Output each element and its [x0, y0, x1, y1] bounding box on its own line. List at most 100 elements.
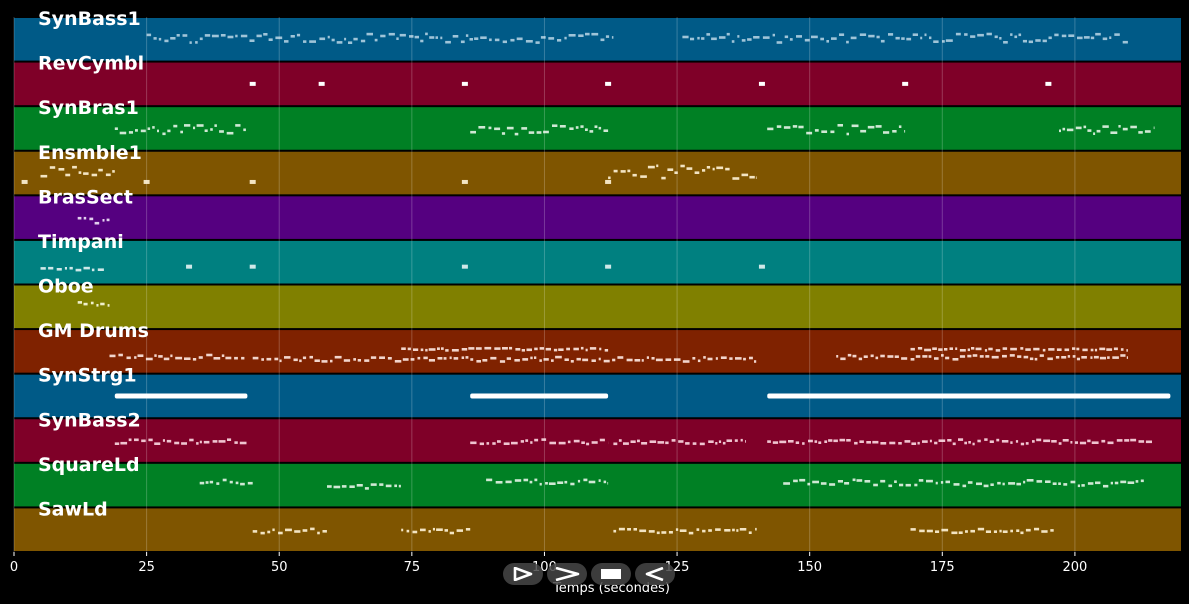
note — [859, 33, 867, 36]
note — [934, 357, 939, 360]
note-hit — [461, 264, 468, 269]
note — [502, 40, 507, 44]
note — [401, 347, 406, 350]
note — [1093, 355, 1099, 359]
note — [267, 530, 271, 534]
note — [1042, 348, 1046, 352]
note — [294, 530, 301, 533]
note — [170, 354, 173, 358]
note — [564, 36, 567, 40]
note — [1062, 439, 1069, 442]
note — [806, 131, 813, 135]
note — [83, 266, 90, 270]
note — [846, 132, 849, 136]
note — [1002, 354, 1007, 358]
note — [661, 531, 667, 534]
note — [888, 33, 894, 36]
note — [199, 481, 205, 485]
note — [938, 348, 943, 351]
note — [945, 39, 953, 42]
note — [1077, 484, 1080, 488]
track-background — [14, 107, 1181, 150]
note — [189, 41, 192, 44]
note — [114, 127, 118, 130]
note — [591, 441, 598, 444]
note — [119, 131, 127, 135]
note — [174, 441, 180, 445]
note — [557, 39, 562, 42]
note — [779, 440, 787, 444]
note — [302, 356, 307, 360]
note — [428, 359, 435, 362]
note — [83, 216, 87, 220]
note — [912, 33, 918, 36]
note — [665, 441, 669, 445]
note — [1083, 36, 1090, 39]
note — [875, 125, 882, 128]
stop-button[interactable] — [591, 563, 631, 585]
note — [360, 39, 366, 43]
note — [83, 302, 88, 306]
note — [184, 357, 191, 360]
note — [892, 130, 897, 133]
note — [814, 440, 818, 443]
note — [858, 357, 863, 361]
note — [598, 357, 601, 361]
note — [1023, 480, 1026, 484]
note — [634, 359, 641, 362]
note — [1058, 442, 1062, 445]
note — [214, 124, 217, 127]
note — [370, 356, 377, 359]
note — [534, 478, 538, 482]
note — [357, 359, 361, 362]
rewind-button[interactable] — [635, 563, 675, 585]
note — [303, 40, 307, 43]
note — [173, 124, 178, 128]
note — [40, 267, 46, 270]
note — [423, 356, 428, 360]
note — [1083, 125, 1087, 129]
note — [793, 479, 798, 483]
x-tick-label: 0 — [10, 560, 18, 575]
track-lane — [14, 463, 1181, 507]
note — [911, 442, 917, 445]
note — [699, 442, 705, 446]
note — [263, 33, 268, 36]
note — [336, 41, 343, 44]
note — [611, 36, 614, 39]
note — [837, 124, 843, 127]
note — [755, 527, 757, 531]
note — [708, 440, 714, 443]
track-lane — [14, 18, 1181, 61]
note — [719, 36, 726, 39]
note — [278, 531, 283, 535]
note — [402, 358, 409, 361]
note — [575, 126, 579, 129]
note — [829, 483, 836, 486]
note — [175, 356, 183, 360]
note — [252, 356, 259, 360]
note — [1107, 356, 1110, 359]
note — [715, 357, 718, 360]
note — [901, 37, 905, 40]
note — [90, 301, 94, 305]
note — [317, 531, 320, 535]
fast-forward-button[interactable] — [547, 563, 587, 585]
note — [617, 356, 624, 359]
note — [540, 36, 546, 39]
note — [1114, 33, 1120, 36]
note — [420, 39, 424, 43]
note — [196, 124, 204, 127]
play-button[interactable] — [503, 563, 543, 585]
note — [1070, 480, 1076, 484]
track-label: SynBras1 — [38, 97, 139, 119]
note — [945, 480, 950, 484]
note — [589, 130, 594, 133]
note — [180, 130, 183, 134]
note — [928, 355, 932, 358]
note — [163, 357, 170, 361]
note — [64, 267, 67, 270]
note — [959, 349, 966, 352]
note — [667, 168, 674, 171]
note — [148, 438, 153, 442]
